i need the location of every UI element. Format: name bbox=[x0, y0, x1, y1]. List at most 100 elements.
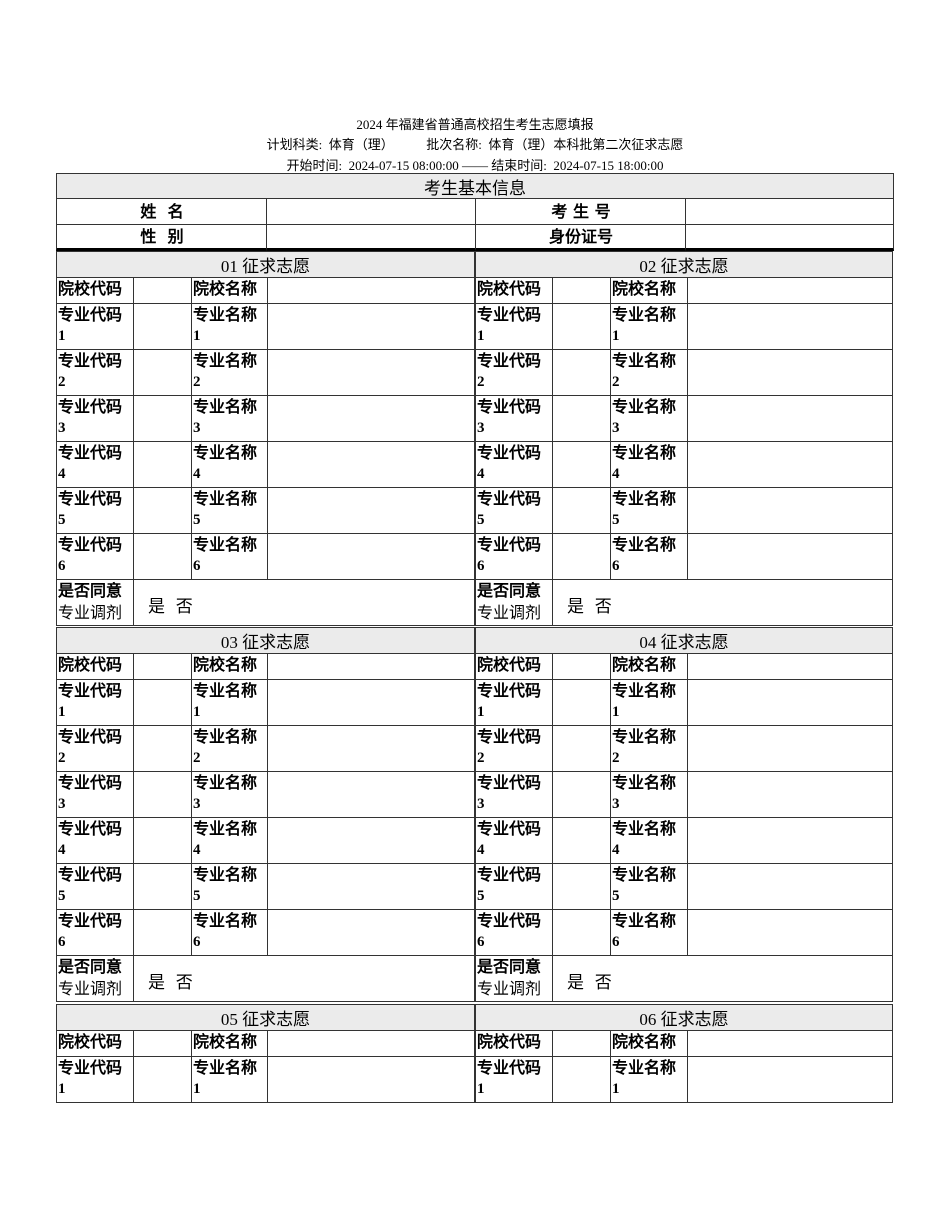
major-code-label: 专业代码 3 bbox=[56, 771, 134, 818]
major-name-label: 专业名称 2 bbox=[610, 725, 688, 772]
school-code-field[interactable] bbox=[133, 277, 192, 304]
major-code-label: 专业代码 3 bbox=[475, 395, 553, 442]
major-code-field[interactable] bbox=[552, 679, 611, 726]
adjust-label-line1: 是否同意 bbox=[58, 957, 123, 976]
adjust-options[interactable]: 是 否 bbox=[552, 579, 893, 626]
major-code-field[interactable] bbox=[552, 909, 611, 956]
adjust-options[interactable]: 是 否 bbox=[133, 955, 475, 1002]
adjust-options[interactable]: 是 否 bbox=[552, 955, 893, 1002]
adjust-label-line2: 专业调剂 bbox=[58, 979, 123, 998]
major-code-field[interactable] bbox=[133, 349, 192, 396]
major-code-field[interactable] bbox=[552, 817, 611, 864]
major-code-field[interactable] bbox=[552, 533, 611, 580]
major-index: 2 bbox=[193, 374, 201, 390]
major-code-label: 专业代码 1 bbox=[475, 679, 553, 726]
major-name-field[interactable] bbox=[267, 771, 475, 818]
major-code-field[interactable] bbox=[133, 303, 192, 350]
major-code-field[interactable] bbox=[552, 1056, 611, 1103]
major-name-field[interactable] bbox=[267, 817, 475, 864]
school-name-field[interactable] bbox=[267, 653, 475, 680]
major-name-field[interactable] bbox=[687, 303, 893, 350]
adjust-label-line1: 是否同意 bbox=[477, 581, 542, 600]
major-index: 3 bbox=[477, 796, 485, 812]
adjust-yes-no[interactable]: 是 否 bbox=[148, 973, 193, 993]
major-name-field[interactable] bbox=[687, 395, 893, 442]
major-code-field[interactable] bbox=[552, 349, 611, 396]
major-code-field[interactable] bbox=[133, 533, 192, 580]
major-code-text: 专业代码 bbox=[58, 1058, 123, 1077]
major-name-field[interactable] bbox=[687, 1056, 893, 1103]
major-name-label: 专业名称 4 bbox=[610, 441, 688, 488]
major-code-field[interactable] bbox=[133, 771, 192, 818]
exam-number-field[interactable] bbox=[685, 198, 894, 225]
adjust-yes-no[interactable]: 是 否 bbox=[148, 597, 193, 617]
adjust-yes-no[interactable]: 是 否 bbox=[567, 973, 612, 993]
major-code-field[interactable] bbox=[133, 817, 192, 864]
major-index: 4 bbox=[612, 842, 620, 858]
school-name-field[interactable] bbox=[267, 277, 475, 304]
major-code-field[interactable] bbox=[133, 909, 192, 956]
major-code-field[interactable] bbox=[552, 863, 611, 910]
major-name-field[interactable] bbox=[687, 863, 893, 910]
major-index: 2 bbox=[477, 374, 485, 390]
adjust-options[interactable]: 是 否 bbox=[133, 579, 475, 626]
major-name-field[interactable] bbox=[267, 909, 475, 956]
major-code-field[interactable] bbox=[133, 725, 192, 772]
major-index: 5 bbox=[477, 888, 485, 904]
major-name-field[interactable] bbox=[267, 725, 475, 772]
school-code-field[interactable] bbox=[552, 277, 611, 304]
school-code-field[interactable] bbox=[133, 1030, 192, 1057]
major-index: 6 bbox=[612, 934, 620, 950]
major-name-field[interactable] bbox=[687, 771, 893, 818]
major-index: 2 bbox=[58, 374, 66, 390]
basic-info-title: 考生基本信息 bbox=[56, 173, 894, 199]
major-code-field[interactable] bbox=[552, 487, 611, 534]
major-code-label: 专业代码 6 bbox=[475, 909, 553, 956]
major-code-text: 专业代码 bbox=[58, 819, 123, 838]
major-code-field[interactable] bbox=[552, 771, 611, 818]
major-code-field[interactable] bbox=[133, 487, 192, 534]
major-name-field[interactable] bbox=[267, 441, 475, 488]
major-name-field[interactable] bbox=[267, 533, 475, 580]
id-number-field[interactable] bbox=[685, 224, 894, 251]
major-name-field[interactable] bbox=[267, 303, 475, 350]
name-field[interactable] bbox=[266, 198, 476, 225]
major-name-field[interactable] bbox=[267, 863, 475, 910]
major-index: 5 bbox=[58, 512, 66, 528]
major-name-field[interactable] bbox=[687, 487, 893, 534]
major-name-field[interactable] bbox=[687, 349, 893, 396]
major-code-field[interactable] bbox=[133, 679, 192, 726]
school-name-field[interactable] bbox=[687, 653, 893, 680]
major-name-field[interactable] bbox=[687, 533, 893, 580]
major-index: 1 bbox=[477, 704, 485, 720]
major-name-field[interactable] bbox=[687, 441, 893, 488]
major-code-field[interactable] bbox=[133, 1056, 192, 1103]
major-index: 6 bbox=[612, 558, 620, 574]
gender-field[interactable] bbox=[266, 224, 476, 251]
major-code-field[interactable] bbox=[552, 725, 611, 772]
major-code-field[interactable] bbox=[552, 303, 611, 350]
major-code-field[interactable] bbox=[133, 863, 192, 910]
major-name-label: 专业名称 1 bbox=[610, 679, 688, 726]
school-code-field[interactable] bbox=[552, 653, 611, 680]
school-name-field[interactable] bbox=[267, 1030, 475, 1057]
major-name-field[interactable] bbox=[267, 349, 475, 396]
major-name-field[interactable] bbox=[687, 909, 893, 956]
adjust-yes-no[interactable]: 是 否 bbox=[567, 597, 612, 617]
major-name-field[interactable] bbox=[267, 1056, 475, 1103]
school-code-field[interactable] bbox=[133, 653, 192, 680]
major-name-field[interactable] bbox=[267, 395, 475, 442]
school-code-field[interactable] bbox=[552, 1030, 611, 1057]
major-code-field[interactable] bbox=[133, 395, 192, 442]
major-name-field[interactable] bbox=[687, 679, 893, 726]
major-name-field[interactable] bbox=[687, 725, 893, 772]
major-code-field[interactable] bbox=[133, 441, 192, 488]
major-name-field[interactable] bbox=[687, 817, 893, 864]
school-name-field[interactable] bbox=[687, 1030, 893, 1057]
major-name-field[interactable] bbox=[267, 679, 475, 726]
major-code-field[interactable] bbox=[552, 395, 611, 442]
major-name-field[interactable] bbox=[267, 487, 475, 534]
school-name-field[interactable] bbox=[687, 277, 893, 304]
major-code-field[interactable] bbox=[552, 441, 611, 488]
